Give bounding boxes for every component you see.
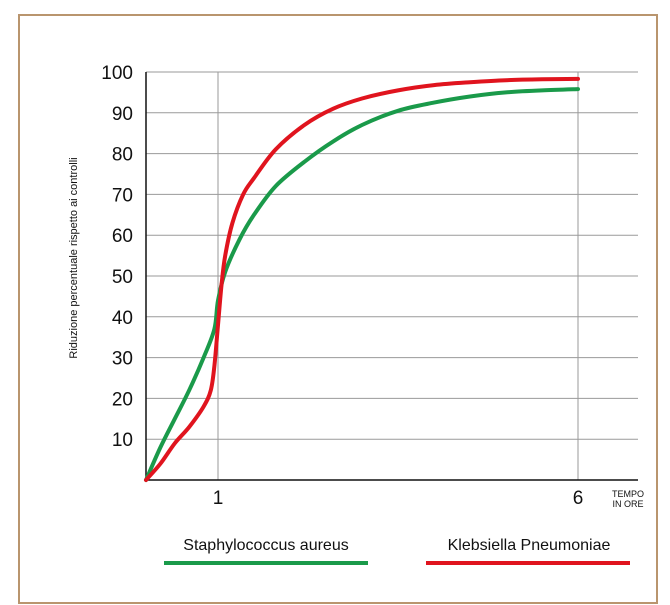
chart-frame bbox=[18, 14, 658, 604]
y-tick-label: 10 bbox=[112, 430, 133, 451]
y-tick-label: 90 bbox=[112, 104, 133, 125]
series-lines bbox=[144, 76, 580, 482]
y-tick-label: 40 bbox=[112, 308, 133, 329]
x-axis-label-line-1: TEMPO bbox=[612, 489, 644, 499]
y-tick-label: 70 bbox=[112, 185, 133, 206]
x-tick-label: 1 bbox=[213, 488, 224, 509]
legend: Staphylococcus aureus Klebsiella Pneumoni… bbox=[164, 537, 630, 565]
vertical-gridlines bbox=[217, 72, 579, 480]
x-tick-label: 6 bbox=[573, 488, 584, 509]
y-tick-label: 20 bbox=[112, 389, 133, 410]
y-tick-label: 100 bbox=[101, 63, 133, 84]
series-line-1 bbox=[144, 87, 580, 482]
y-tick-label: 50 bbox=[112, 267, 133, 288]
axes bbox=[145, 72, 638, 481]
x-axis-label-line-2: IN ORE bbox=[612, 499, 643, 509]
y-tick-label: 60 bbox=[112, 226, 133, 247]
y-tick-label: 30 bbox=[112, 349, 133, 370]
legend-label-1: Staphylococcus aureus bbox=[183, 537, 348, 554]
y-axis-label: Riduzione percentuale rispetto ai contro… bbox=[68, 157, 80, 358]
y-tick-labels: 10 20 30 40 50 60 70 80 90 100 bbox=[101, 63, 133, 451]
legend-label-2: Klebsiella Pneumoniae bbox=[448, 537, 611, 554]
horizontal-gridlines bbox=[146, 71, 638, 440]
y-tick-label: 80 bbox=[112, 145, 133, 166]
series-line-2 bbox=[144, 76, 580, 482]
